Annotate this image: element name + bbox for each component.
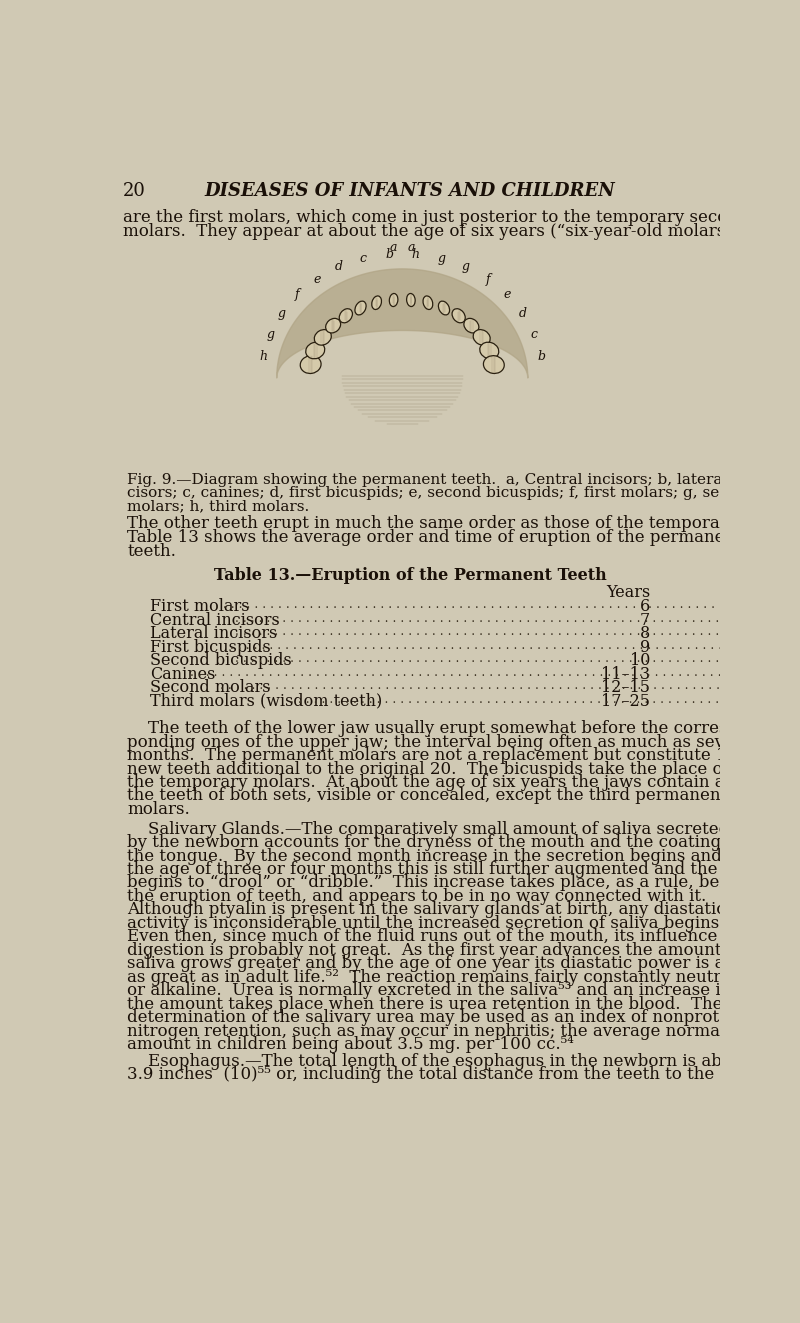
Text: amount in children being about 3.5 mg. per 100 cc.⁵⁴: amount in children being about 3.5 mg. p… <box>127 1036 574 1053</box>
Text: are the first molars, which come in just posterior to the temporary second: are the first molars, which come in just… <box>123 209 749 226</box>
Text: Even then, since much of the fluid runs out of the mouth, its influence upon: Even then, since much of the fluid runs … <box>127 929 765 946</box>
Ellipse shape <box>483 356 504 373</box>
Text: d: d <box>518 307 526 320</box>
Text: 17–25: 17–25 <box>602 693 650 709</box>
Text: . . . . . . . . . . . . . . . . . . . . . . . . . . . . . . . . . . . . . . . . : . . . . . . . . . . . . . . . . . . . . … <box>231 652 800 665</box>
Text: Salivary Glands.—The comparatively small amount of saliva secreted: Salivary Glands.—The comparatively small… <box>127 820 730 837</box>
Ellipse shape <box>480 343 498 359</box>
Text: g: g <box>462 261 470 274</box>
Text: Second molars: Second molars <box>150 679 271 696</box>
Text: h: h <box>259 351 267 363</box>
Text: or alkaline.  Urea is normally excreted in the saliva⁵³ and an increase in: or alkaline. Urea is normally excreted i… <box>127 982 731 999</box>
Text: ponding ones of the upper jaw; the interval being often as much as several: ponding ones of the upper jaw; the inter… <box>127 733 757 750</box>
Text: e: e <box>503 288 510 302</box>
Text: DISEASES OF INFANTS AND CHILDREN: DISEASES OF INFANTS AND CHILDREN <box>205 181 615 200</box>
Ellipse shape <box>372 296 382 310</box>
Text: First bicuspids: First bicuspids <box>150 639 271 656</box>
Text: . . . . . . . . . . . . . . . . . . . . . . . . . . . . . . . . . . . . . . . . : . . . . . . . . . . . . . . . . . . . . … <box>226 639 800 652</box>
Text: Lateral incisors: Lateral incisors <box>150 626 278 643</box>
Text: Canines: Canines <box>150 665 216 683</box>
Text: 8: 8 <box>640 626 650 643</box>
Text: the amount takes place when there is urea retention in the blood.  The: the amount takes place when there is ure… <box>127 996 722 1012</box>
Text: the eruption of teeth, and appears to be in no way connected with it.: the eruption of teeth, and appears to be… <box>127 888 706 905</box>
Text: . . . . . . . . . . . . . . . . . . . . . . . . . . . . . . . . . . . . . . . . : . . . . . . . . . . . . . . . . . . . . … <box>211 598 800 611</box>
Text: determination of the salivary urea may be used as an index of nonprotein: determination of the salivary urea may b… <box>127 1009 745 1027</box>
Text: 6: 6 <box>640 598 650 615</box>
Text: 11–13: 11–13 <box>601 665 650 683</box>
Text: begins to “drool” or “dribble.”  This increase takes place, as a rule, before: begins to “drool” or “dribble.” This inc… <box>127 875 754 892</box>
Ellipse shape <box>473 329 490 345</box>
Text: e: e <box>313 273 320 286</box>
Text: Although ptyalin is present in the salivary glands at birth, any diastatic: Although ptyalin is present in the saliv… <box>127 901 726 918</box>
Text: 12–15: 12–15 <box>602 679 650 696</box>
Text: Table 13 shows the average order and time of eruption of the permanent: Table 13 shows the average order and tim… <box>127 529 742 546</box>
Text: 3.9 inches  (10)⁵⁵ or, including the total distance from the teeth to the: 3.9 inches (10)⁵⁵ or, including the tota… <box>127 1066 714 1084</box>
Text: . . . . . . . . . . . . . . . . . . . . . . . . . . . . . . . . . . . . . . . . : . . . . . . . . . . . . . . . . . . . . … <box>186 665 800 679</box>
Text: new teeth additional to the original 20.  The bicuspids take the place of: new teeth additional to the original 20.… <box>127 761 729 778</box>
Text: the temporary molars.  At about the age of six years the jaws contain all: the temporary molars. At about the age o… <box>127 774 735 791</box>
Ellipse shape <box>452 308 466 323</box>
Text: 10: 10 <box>630 652 650 669</box>
Text: as great as in adult life.⁵²  The reaction remains fairly constantly neutral: as great as in adult life.⁵² The reactio… <box>127 968 737 986</box>
Text: a: a <box>408 241 415 254</box>
Ellipse shape <box>339 308 353 323</box>
Text: 20: 20 <box>123 181 146 200</box>
Text: h: h <box>411 247 419 261</box>
Ellipse shape <box>355 302 366 315</box>
Text: teeth.: teeth. <box>127 542 176 560</box>
Text: the age of three or four months this is still further augmented and the child: the age of three or four months this is … <box>127 861 764 878</box>
Ellipse shape <box>314 329 331 345</box>
Text: nitrogen retention, such as may occur in nephritis; the average normal: nitrogen retention, such as may occur in… <box>127 1023 726 1040</box>
Polygon shape <box>277 269 528 378</box>
Text: Esophagus.—The total length of the esophagus in the newborn is about: Esophagus.—The total length of the esoph… <box>127 1053 750 1070</box>
Text: molars; h, third molars.: molars; h, third molars. <box>127 499 310 513</box>
Text: 9: 9 <box>640 639 650 656</box>
Ellipse shape <box>300 356 321 373</box>
Text: digestion is probably not great.  As the first year advances the amount of: digestion is probably not great. As the … <box>127 942 743 959</box>
Text: Fig. 9.—Diagram showing the permanent teeth.  a, Central incisors; b, lateral in: Fig. 9.—Diagram showing the permanent te… <box>127 472 752 487</box>
Text: the tongue.  By the second month increase in the secretion begins and by: the tongue. By the second month increase… <box>127 848 747 864</box>
Text: . . . . . . . . . . . . . . . . . . . . . . . . . . . . . . . . . . . . . . . . : . . . . . . . . . . . . . . . . . . . . … <box>231 613 800 624</box>
Text: f: f <box>486 273 490 286</box>
Text: g: g <box>437 251 445 265</box>
Text: by the newborn accounts for the dryness of the mouth and the coating of: by the newborn accounts for the dryness … <box>127 833 742 851</box>
Text: b: b <box>385 247 393 261</box>
Text: b: b <box>537 351 545 363</box>
Ellipse shape <box>406 294 415 307</box>
Text: Third molars (wisdom teeth): Third molars (wisdom teeth) <box>150 693 382 709</box>
Text: g: g <box>278 307 286 320</box>
Ellipse shape <box>423 296 433 310</box>
Text: c: c <box>360 251 367 265</box>
Text: Second bicuspids: Second bicuspids <box>150 652 292 669</box>
Text: Table 13.—Eruption of the Permanent Teeth: Table 13.—Eruption of the Permanent Teet… <box>214 566 606 583</box>
Text: a: a <box>389 241 397 254</box>
Text: c: c <box>530 328 538 341</box>
Ellipse shape <box>464 319 479 333</box>
Text: First molars: First molars <box>150 598 250 615</box>
Ellipse shape <box>306 343 325 359</box>
Text: molars.: molars. <box>127 800 190 818</box>
Ellipse shape <box>390 294 398 307</box>
Text: The other teeth erupt in much the same order as those of the temporary set.: The other teeth erupt in much the same o… <box>127 515 773 532</box>
Text: saliva grows greater and by the age of one year its diastatic power is about: saliva grows greater and by the age of o… <box>127 955 762 972</box>
Text: cisors; c, canines; d, first bicuspids; e, second bicuspids; f, first molars; g,: cisors; c, canines; d, first bicuspids; … <box>127 486 757 500</box>
Text: f: f <box>295 288 300 302</box>
Text: Central incisors: Central incisors <box>150 613 280 628</box>
Text: the teeth of both sets, visible or concealed, except the third permanent: the teeth of both sets, visible or conce… <box>127 787 727 804</box>
Text: months.  The permanent molars are not a replacement but constitute 12: months. The permanent molars are not a r… <box>127 747 738 765</box>
Text: activity is inconsiderable until the increased secretion of saliva begins.: activity is inconsiderable until the inc… <box>127 916 725 931</box>
Text: g: g <box>266 328 274 341</box>
Ellipse shape <box>438 302 450 315</box>
Text: d: d <box>335 261 343 274</box>
Text: . . . . . . . . . . . . . . . . . . . . . . . . . . . . . . . . . . . . . . . . : . . . . . . . . . . . . . . . . . . . . … <box>231 626 800 639</box>
Text: 7: 7 <box>640 613 650 628</box>
Ellipse shape <box>326 319 341 333</box>
Text: . . . . . . . . . . . . . . . . . . . . . . . . . . . . . . . . . . . . . . . . : . . . . . . . . . . . . . . . . . . . . … <box>216 679 800 692</box>
Text: . . . . . . . . . . . . . . . . . . . . . . . . . . . . . . . . . . . . . . . . : . . . . . . . . . . . . . . . . . . . . … <box>286 693 800 705</box>
Text: Years: Years <box>606 583 650 601</box>
Text: molars.  They appear at about the age of six years (“six-year-old molars”).: molars. They appear at about the age of … <box>123 224 746 241</box>
Text: The teeth of the lower jaw usually erupt somewhat before the corres-: The teeth of the lower jaw usually erupt… <box>127 720 734 737</box>
